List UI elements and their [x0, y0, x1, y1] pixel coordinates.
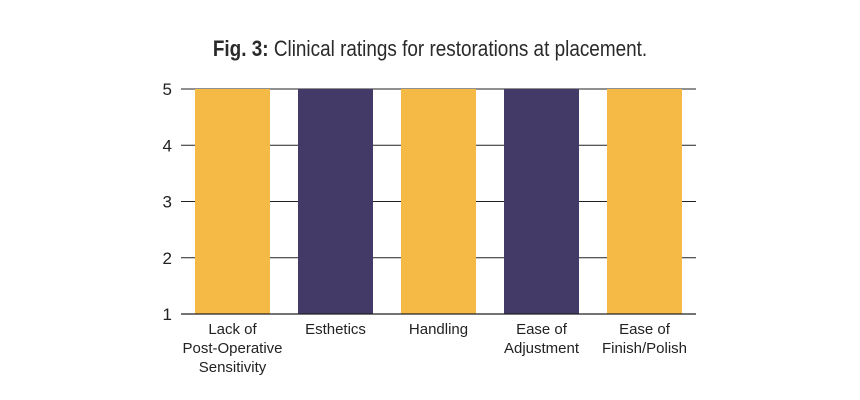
x-category-label-line: Esthetics: [305, 321, 366, 338]
chart-title-prefix: Fig. 3:: [212, 36, 269, 61]
x-category-label-line: Handling: [409, 321, 468, 338]
x-category-label-line: Ease of: [619, 321, 671, 338]
x-axis-category-labels: Lack of Post-Operative Sensitivity Esthetic…: [182, 321, 687, 376]
x-category-label: Handling: [409, 321, 468, 338]
x-category-label: Lack of Post-Operative Sensitivity: [182, 321, 282, 376]
y-tick-label: 5: [163, 80, 172, 99]
x-category-label: Ease of Adjustment: [504, 321, 580, 357]
y-tick-label: 2: [163, 249, 172, 268]
x-category-label-line: Finish/Polish: [602, 340, 687, 357]
bars: [181, 89, 696, 315]
x-category-label-line: Sensitivity: [199, 359, 267, 376]
x-category-label: Esthetics: [305, 321, 366, 338]
bar: [401, 89, 476, 314]
bar: [504, 89, 579, 314]
bar: [607, 89, 682, 314]
bar: [195, 89, 270, 314]
y-axis-tick-labels: 1 2 3 4 5: [163, 80, 172, 324]
x-category-label-line: Adjustment: [504, 340, 580, 357]
x-category-label-line: Ease of: [516, 321, 568, 338]
bar: [298, 89, 373, 314]
chart-title-text: Clinical ratings for restorations at pla…: [273, 36, 648, 61]
y-tick-label: 4: [163, 136, 172, 155]
y-tick-label: 1: [163, 305, 172, 324]
chart-title: Fig. 3: Clinical ratings for restoration…: [60, 36, 800, 62]
y-tick-label: 3: [163, 193, 172, 212]
x-category-label-line: Post-Operative: [182, 340, 282, 357]
x-category-label-line: Lack of: [208, 321, 257, 338]
x-category-label: Ease of Finish/Polish: [602, 321, 687, 357]
